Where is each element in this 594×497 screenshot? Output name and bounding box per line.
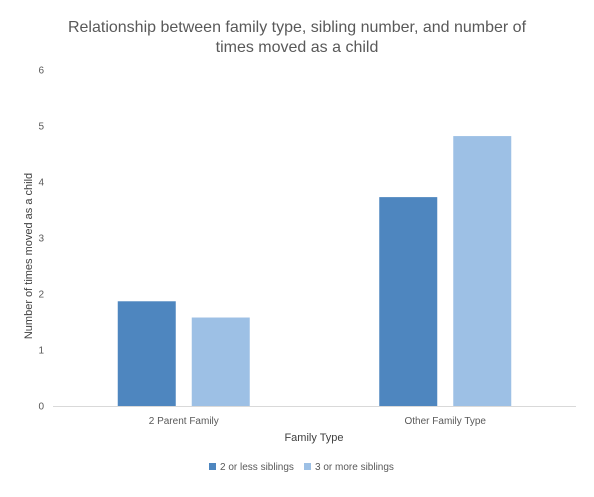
legend-label: 2 or less siblings xyxy=(220,462,294,473)
y-tick-label: 6 xyxy=(38,66,44,77)
x-tick-label: 2 Parent Family xyxy=(149,416,219,427)
y-tick-label: 2 xyxy=(38,290,44,301)
legend-item-two-or-less-siblings: 2 or less siblings xyxy=(209,462,294,473)
y-tick-label: 1 xyxy=(38,346,44,357)
chart-title: Relationship between family type, siblin… xyxy=(68,19,527,56)
legend-swatch xyxy=(209,463,216,470)
y-axis-tick-labels: 0 1 2 3 4 5 6 xyxy=(38,66,44,413)
chart-title-line-2: times moved as a child xyxy=(216,39,379,56)
y-axis-title: Number of times moved as a child xyxy=(23,173,35,339)
legend-swatch xyxy=(304,463,311,470)
chart-title-line-1: Relationship between family type, siblin… xyxy=(68,19,527,36)
legend-label: 3 or more siblings xyxy=(315,462,394,473)
bar-two-or-less-siblings-two-parent-family xyxy=(117,301,176,406)
legend-item-three-or-more-siblings: 3 or more siblings xyxy=(304,462,394,473)
bar-three-or-more-siblings-two-parent-family xyxy=(191,317,250,406)
bar-series xyxy=(117,136,512,406)
y-tick-label: 5 xyxy=(38,122,44,133)
x-axis-tick-labels: 2 Parent Family Other Family Type xyxy=(149,416,487,427)
y-tick-label: 4 xyxy=(38,178,44,189)
y-tick-label: 3 xyxy=(38,234,44,245)
x-axis-title: Family Type xyxy=(284,432,343,444)
y-tick-label: 0 xyxy=(38,402,44,413)
bar-two-or-less-siblings-other-family-type xyxy=(379,197,438,406)
bar-three-or-more-siblings-other-family-type xyxy=(453,136,512,406)
legend: 2 or less siblings 3 or more siblings xyxy=(209,462,394,473)
x-tick-label: Other Family Type xyxy=(404,416,486,427)
